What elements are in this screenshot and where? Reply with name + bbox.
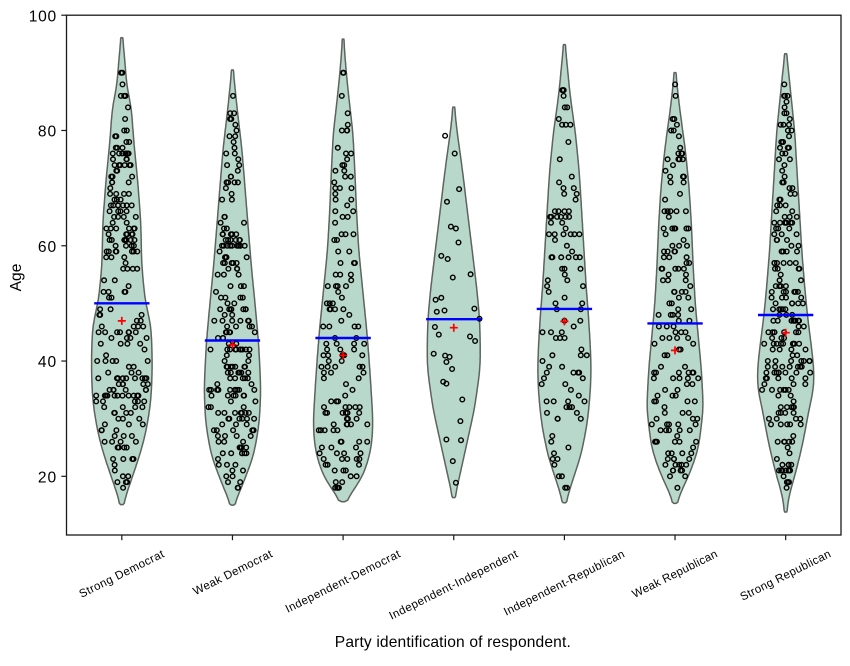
svg-text:100: 100 — [29, 8, 57, 25]
svg-text:40: 40 — [38, 354, 57, 371]
svg-text:Party identification of respon: Party identification of respondent. — [335, 634, 571, 651]
svg-text:80: 80 — [38, 124, 57, 141]
svg-text:Age: Age — [8, 264, 25, 292]
svg-text:60: 60 — [38, 239, 57, 256]
svg-text:20: 20 — [38, 469, 57, 486]
